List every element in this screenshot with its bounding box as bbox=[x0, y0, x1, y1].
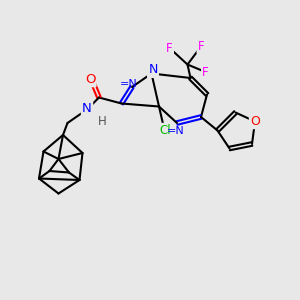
Text: O: O bbox=[250, 115, 260, 128]
Text: F: F bbox=[198, 40, 204, 53]
Text: F: F bbox=[202, 65, 209, 79]
Text: Cl: Cl bbox=[159, 124, 171, 137]
Text: =N: =N bbox=[120, 79, 138, 89]
Text: =N: =N bbox=[167, 125, 184, 136]
Text: N: N bbox=[82, 101, 92, 115]
Text: F: F bbox=[166, 41, 173, 55]
Text: N: N bbox=[148, 63, 158, 76]
Text: O: O bbox=[85, 73, 95, 86]
Text: H: H bbox=[98, 115, 106, 128]
